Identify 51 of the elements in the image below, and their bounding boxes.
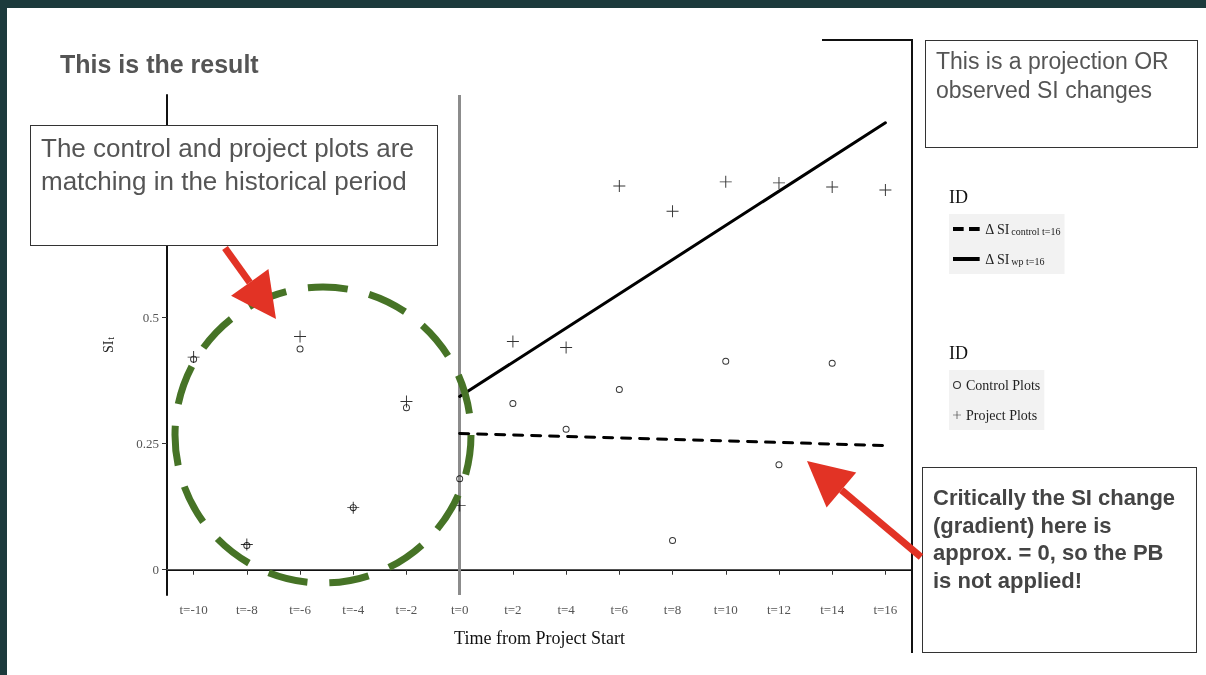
x-tick-label: t=12 [766, 602, 791, 617]
point [775, 461, 783, 469]
chart-title: This is the result [60, 50, 259, 79]
point [562, 425, 570, 433]
legend-label: Δ SIwp t=16 [985, 251, 1045, 267]
x-tick-label: t=-4 [342, 602, 365, 617]
x-tick-label: t=4 [557, 602, 576, 617]
text: ID [949, 343, 968, 363]
point [560, 341, 573, 354]
x-tick-label: t=10 [713, 602, 738, 617]
point [613, 179, 626, 192]
point [402, 404, 410, 412]
x-tick-label: t=2 [504, 602, 522, 617]
point [506, 335, 519, 348]
point [772, 176, 785, 189]
x-tick-label: t=16 [873, 602, 898, 617]
x-tick-label: t=-8 [235, 602, 258, 617]
point [294, 330, 307, 343]
point [722, 357, 730, 365]
point [719, 175, 732, 188]
text: This is a projection OR observed SI changes [925, 40, 1198, 148]
legend-label: Control Plots [966, 377, 1041, 393]
y-tick-label: 0 [152, 562, 159, 578]
y-tick-label: 0.25 [136, 435, 159, 451]
legend-label: Project Plots [966, 407, 1038, 423]
point [828, 359, 836, 367]
x-tick-label: t=8 [663, 602, 682, 617]
text: Critically the SI change (gradient) here is approx. = 0, so the PB is not applied! [922, 467, 1197, 653]
y-axis-title: SIt [100, 336, 116, 354]
point [456, 475, 464, 483]
point [666, 205, 679, 218]
point [615, 385, 623, 393]
legend-title: ID [949, 187, 968, 207]
point [509, 400, 517, 408]
legend-label: Δ SIcontrol t=16 [985, 221, 1061, 237]
point [669, 536, 677, 544]
point [296, 345, 304, 353]
point [240, 538, 253, 551]
point [187, 351, 200, 364]
annotation: The control and project plots are matching in the historical period [30, 125, 438, 246]
x-tick-label: t=-10 [179, 602, 208, 617]
x-tick-label: t=-6 [289, 602, 312, 617]
x-axis-title: Time from Project Start [454, 628, 625, 648]
y-tick-label: 0.5 [142, 309, 159, 325]
x-tick-label: t=14 [820, 602, 845, 617]
point [826, 180, 839, 193]
x-tick-label: t=-2 [395, 602, 418, 617]
x-tick-label: t=6 [610, 602, 629, 617]
point [400, 395, 413, 408]
point [879, 183, 892, 196]
x-tick-label: t=0 [450, 602, 469, 617]
